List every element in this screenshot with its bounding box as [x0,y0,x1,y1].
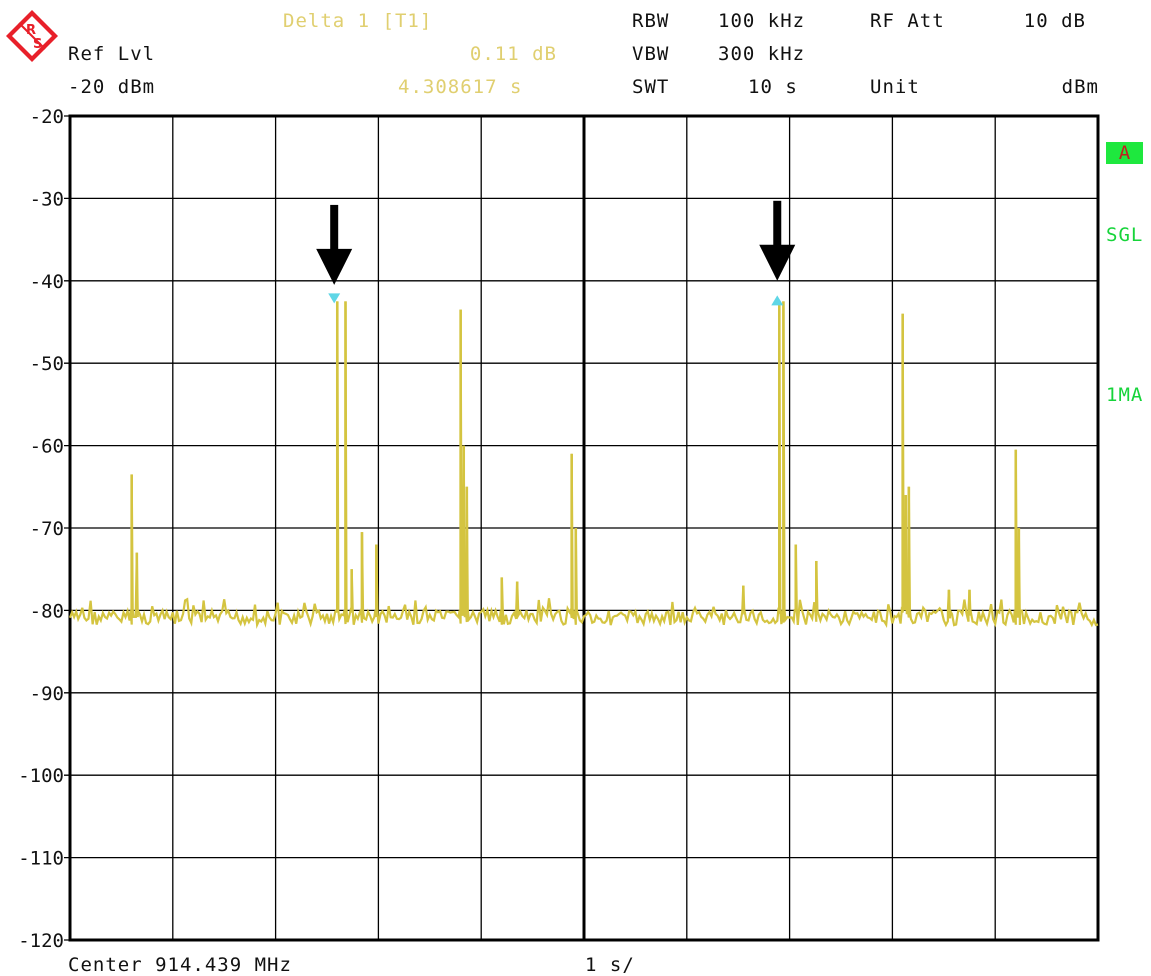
arrow-shaft [330,204,339,251]
y-tick-label: -20 [30,106,64,128]
rohde-schwarz-logo: R S [4,8,60,64]
trace-a-badge: A [1106,142,1143,164]
y-tick-label: -100 [18,765,64,787]
ref-level-value: -20 dBm [68,76,156,98]
center-frequency: Center 914.439 MHz [68,954,292,976]
down-arrow-icon [316,248,353,285]
rbw-label: RBW [632,10,670,32]
ref-level-label: Ref Lvl [68,43,156,65]
vbw-value: 300 kHz [718,43,806,65]
swt-label: SWT [632,76,670,98]
plot-frame [68,114,1100,942]
marker-delta-1-icon [771,295,784,306]
y-tick-label: -120 [18,930,64,952]
y-tick-label: -80 [30,600,64,622]
y-tick-label: -30 [30,188,64,210]
trace-line [68,301,1099,629]
y-tick-label: -50 [30,353,64,375]
down-arrow-icon [759,244,796,281]
marker-t1-icon [328,293,341,304]
y-tick-label: -60 [30,436,64,458]
rf-att-value: 10 dB [1023,10,1086,32]
detector-label: 1MA [1106,384,1144,406]
svg-text:R: R [26,23,36,38]
marker-time: 4.308617 s [398,76,523,98]
y-tick-label: -110 [18,848,64,870]
vbw-label: VBW [632,43,670,65]
rbw-value: 100 kHz [718,10,806,32]
swt-value: 10 s [748,76,798,98]
unit-value: dBm [1061,76,1099,98]
svg-text:S: S [33,37,42,52]
rf-att-label: RF Att [870,10,945,32]
unit-label: Unit [870,76,920,98]
y-tick-label: -70 [30,518,64,540]
marker-level: 0.11 dB [469,43,557,65]
y-tick-label: -90 [30,683,64,705]
marker-title: Delta 1 [T1] [283,10,433,32]
y-tick-label: -40 [30,271,64,293]
sweep-mode-label: SGL [1106,224,1144,246]
sweep-per-division: 1 s/ [585,954,635,976]
arrow-shaft [773,200,782,247]
